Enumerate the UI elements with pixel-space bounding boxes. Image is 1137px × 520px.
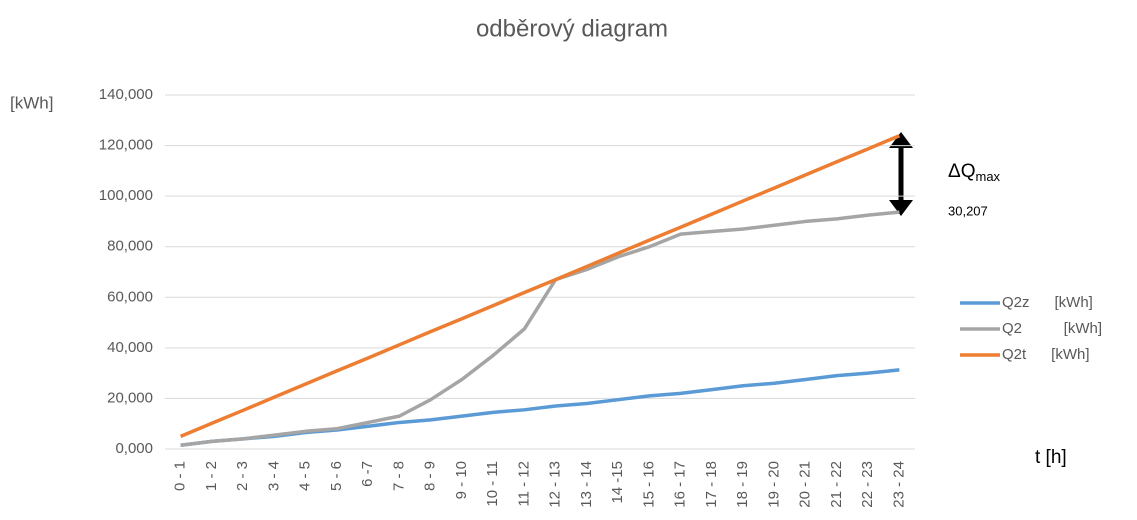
annotation: ΔQmax 30,207 — [889, 132, 1001, 218]
x-tick-label: 8 - 9 — [422, 461, 439, 491]
x-tick-label: 16 - 17 — [672, 461, 689, 508]
x-tick-label: 15 - 16 — [640, 461, 657, 508]
x-tick-label: 19 - 20 — [765, 461, 782, 508]
annotation-sub: max — [975, 169, 1000, 184]
y-tick-label: 120,000 — [99, 137, 153, 154]
series-line — [180, 210, 900, 447]
x-tick-label: 7 - 8 — [390, 461, 407, 491]
x-tick-label: 5 - 6 — [328, 461, 345, 491]
series-line — [179, 134, 901, 438]
x-tick-label: 22 - 23 — [859, 461, 876, 508]
x-tick-label: 14 -15 — [609, 461, 626, 504]
x-tick-label: 6 -7 — [359, 461, 376, 487]
y-tick-label: 20,000 — [107, 389, 153, 406]
annotation-main: ΔQ — [948, 161, 975, 182]
x-tick-label: 3 - 4 — [265, 461, 282, 491]
y-tick-label: 0,000 — [115, 440, 153, 457]
x-tick-label: 4 - 5 — [297, 461, 314, 491]
legend-label: Q2 [kWh] — [1002, 320, 1102, 337]
x-tick-label: 21 - 22 — [828, 461, 845, 508]
y-tick-label: 60,000 — [107, 288, 153, 305]
x-tick-label: 20 - 21 — [797, 461, 814, 508]
x-tick-label: 18 - 19 — [734, 461, 751, 508]
x-tick-label: 11 - 12 — [515, 461, 532, 507]
x-tick-label: 12 - 13 — [547, 461, 564, 508]
y-tick-label: 80,000 — [107, 238, 153, 255]
x-tick-label: 10 - 11 — [484, 461, 501, 507]
x-tick-label: 13 - 14 — [578, 461, 595, 508]
x-tick-label: 17 - 18 — [703, 461, 720, 508]
legend-label: Q2z [kWh] — [1002, 294, 1093, 311]
x-axis-label: t [h] — [1035, 447, 1067, 468]
annotation-value: 30,207 — [948, 203, 988, 218]
x-tick-label: 9 - 10 — [453, 461, 470, 499]
y-tick-label: 100,000 — [99, 187, 153, 204]
x-tick-label: 2 - 3 — [234, 461, 251, 491]
y-tick-label: 40,000 — [107, 339, 153, 356]
legend-label: Q2t [kWh] — [1002, 346, 1090, 363]
annotation-text: ΔQmax — [948, 161, 1001, 184]
y-axis-label: [kWh] — [10, 93, 53, 112]
x-tick-label: 0 - 1 — [172, 461, 189, 491]
chart-title: odběrový diagram — [476, 15, 668, 42]
x-tick-label: 23 - 24 — [890, 461, 907, 508]
x-tick-label: 1 - 2 — [203, 461, 220, 491]
y-tick-label: 140,000 — [99, 86, 153, 103]
